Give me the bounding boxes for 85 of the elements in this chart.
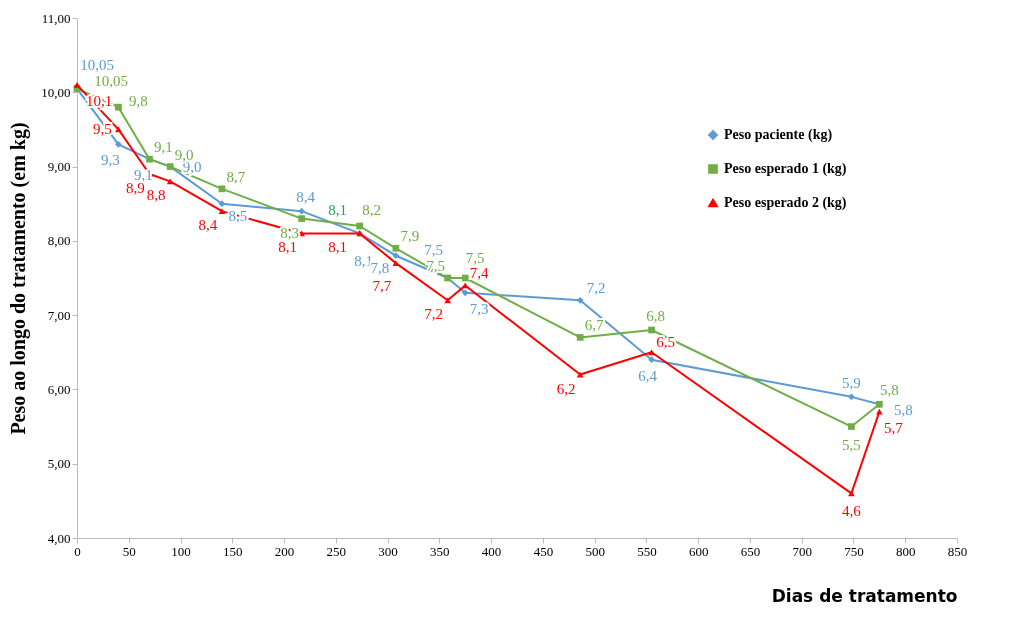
- data-label: 6,8: [646, 308, 665, 324]
- x-tick-label: 700: [792, 543, 812, 559]
- x-tick-label: 200: [274, 543, 295, 559]
- data-label: 7,9: [400, 228, 420, 245]
- x-tick-label: 50: [122, 543, 136, 559]
- data-label: 5,7: [883, 419, 904, 436]
- point: [115, 103, 122, 111]
- data-label: 9,1: [154, 139, 173, 156]
- data-label: 5,8: [879, 382, 899, 399]
- x-tick-label: 350: [430, 543, 450, 559]
- point: [298, 207, 306, 215]
- point: [848, 423, 855, 430]
- point: [392, 244, 400, 252]
- point: [848, 393, 855, 401]
- data-label: 7,5: [465, 250, 485, 266]
- data-label: 7,7: [372, 278, 392, 295]
- data-label: 6,5: [656, 334, 675, 351]
- x-tick-label: 250: [326, 543, 347, 559]
- x-tick-label: 600: [688, 543, 709, 559]
- x-tick-label: 500: [585, 543, 605, 559]
- point: [461, 289, 469, 297]
- x-tick-label: 100: [171, 543, 191, 559]
- data-label: 8,8: [146, 187, 166, 204]
- x-tick-label: 650: [740, 543, 761, 559]
- point: [218, 208, 226, 215]
- data-label: 8,4: [296, 189, 316, 206]
- data-label: 7,4: [469, 265, 490, 282]
- data-label: 8,2: [362, 202, 382, 218]
- point: [648, 326, 655, 334]
- data-label: 6,7: [584, 317, 605, 334]
- point: [876, 408, 883, 415]
- point: [356, 222, 363, 230]
- point: [392, 252, 400, 260]
- data-label: 10,05: [80, 56, 114, 73]
- point: [444, 297, 451, 304]
- data-label: 7,5: [426, 258, 446, 274]
- y-tick-label: 6,00: [47, 381, 71, 397]
- data-label: 5,5: [842, 436, 861, 453]
- data-label: 7,2: [586, 280, 606, 297]
- x-tick-label: 0: [74, 543, 81, 559]
- y-tick-label: 8,00: [47, 233, 71, 249]
- x-tick-label: 550: [637, 543, 657, 559]
- data-label: 8,7: [226, 168, 246, 185]
- point: [298, 215, 306, 222]
- x-axis-title: Dias de tratamento: [771, 585, 958, 606]
- x-tick-label: 800: [895, 543, 916, 559]
- legend-label: Peso esperado 1 (kg): [724, 161, 847, 177]
- y-tick-label: 7,00: [47, 307, 71, 323]
- data-label: 8,4: [198, 217, 218, 234]
- y-tick-label: 11,00: [41, 10, 71, 26]
- legend-label: Peso paciente (kg): [724, 127, 833, 143]
- data-label: 10,05: [94, 72, 128, 89]
- data-label: 8,1: [278, 239, 298, 256]
- x-tick-label: 400: [481, 543, 502, 559]
- x-tick-label: 450: [533, 543, 554, 559]
- y-tick-label: 5,00: [47, 456, 71, 472]
- data-label: 8,1: [328, 239, 348, 256]
- point: [115, 140, 122, 148]
- data-label: 6,2: [556, 380, 576, 397]
- x-tick-label: 850: [947, 543, 968, 559]
- point: [648, 356, 655, 364]
- point: [648, 349, 655, 356]
- point: [576, 296, 584, 304]
- data-label: 9,8: [129, 93, 148, 110]
- data-label: 5,8: [893, 402, 913, 419]
- y-tick-label: 4,00: [47, 530, 71, 546]
- point: [218, 200, 226, 208]
- y-tick-label: 10,00: [41, 84, 71, 100]
- data-label: 5,9: [842, 374, 861, 391]
- legend-label: Peso esperado 2 (kg): [724, 195, 847, 211]
- x-tick-label: 150: [223, 543, 243, 559]
- data-label: 7,8: [370, 259, 390, 276]
- data-label: 7,5: [424, 242, 444, 258]
- data-label: 9,3: [101, 152, 120, 169]
- x-tick-label: 750: [844, 543, 864, 559]
- x-tick-label: 300: [378, 543, 398, 559]
- data-label: 4,6: [842, 503, 862, 520]
- data-label: 7,2: [424, 306, 444, 323]
- data-label: 6,4: [638, 367, 658, 384]
- annotation: 8,1: [328, 202, 348, 218]
- data-label: 7,3: [469, 300, 489, 317]
- y-tick-label: 9,00: [47, 159, 71, 175]
- point: [576, 334, 584, 341]
- point: [73, 81, 81, 88]
- y-axis-title: Peso ao longo do tratamento (em kg): [7, 122, 31, 435]
